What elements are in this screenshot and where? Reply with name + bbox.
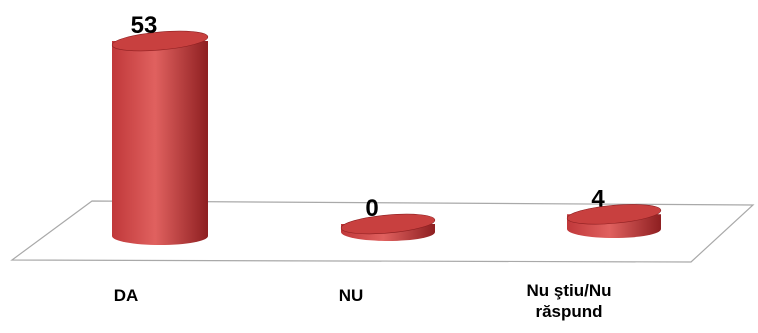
bar-group [111,30,662,245]
value-label-0: 53 [131,12,158,39]
value-label-group: 53 0 4 [131,12,606,222]
category-label-nu: NU [338,286,364,305]
bar-top-2 [566,204,662,225]
bar-2 [566,204,662,238]
bar-1 [340,213,436,241]
bar-body-0 [112,41,208,245]
bar-top-1 [340,213,436,235]
bar-top-0 [111,30,209,52]
category-label-nu-stiu: Nu ştiu/Nu răspund [526,281,612,321]
chart-floor [10,200,755,263]
value-label-2: 4 [591,185,605,212]
category-label-da: DA [113,286,139,305]
bar-0 [111,30,209,245]
value-label-1: 0 [365,195,378,222]
